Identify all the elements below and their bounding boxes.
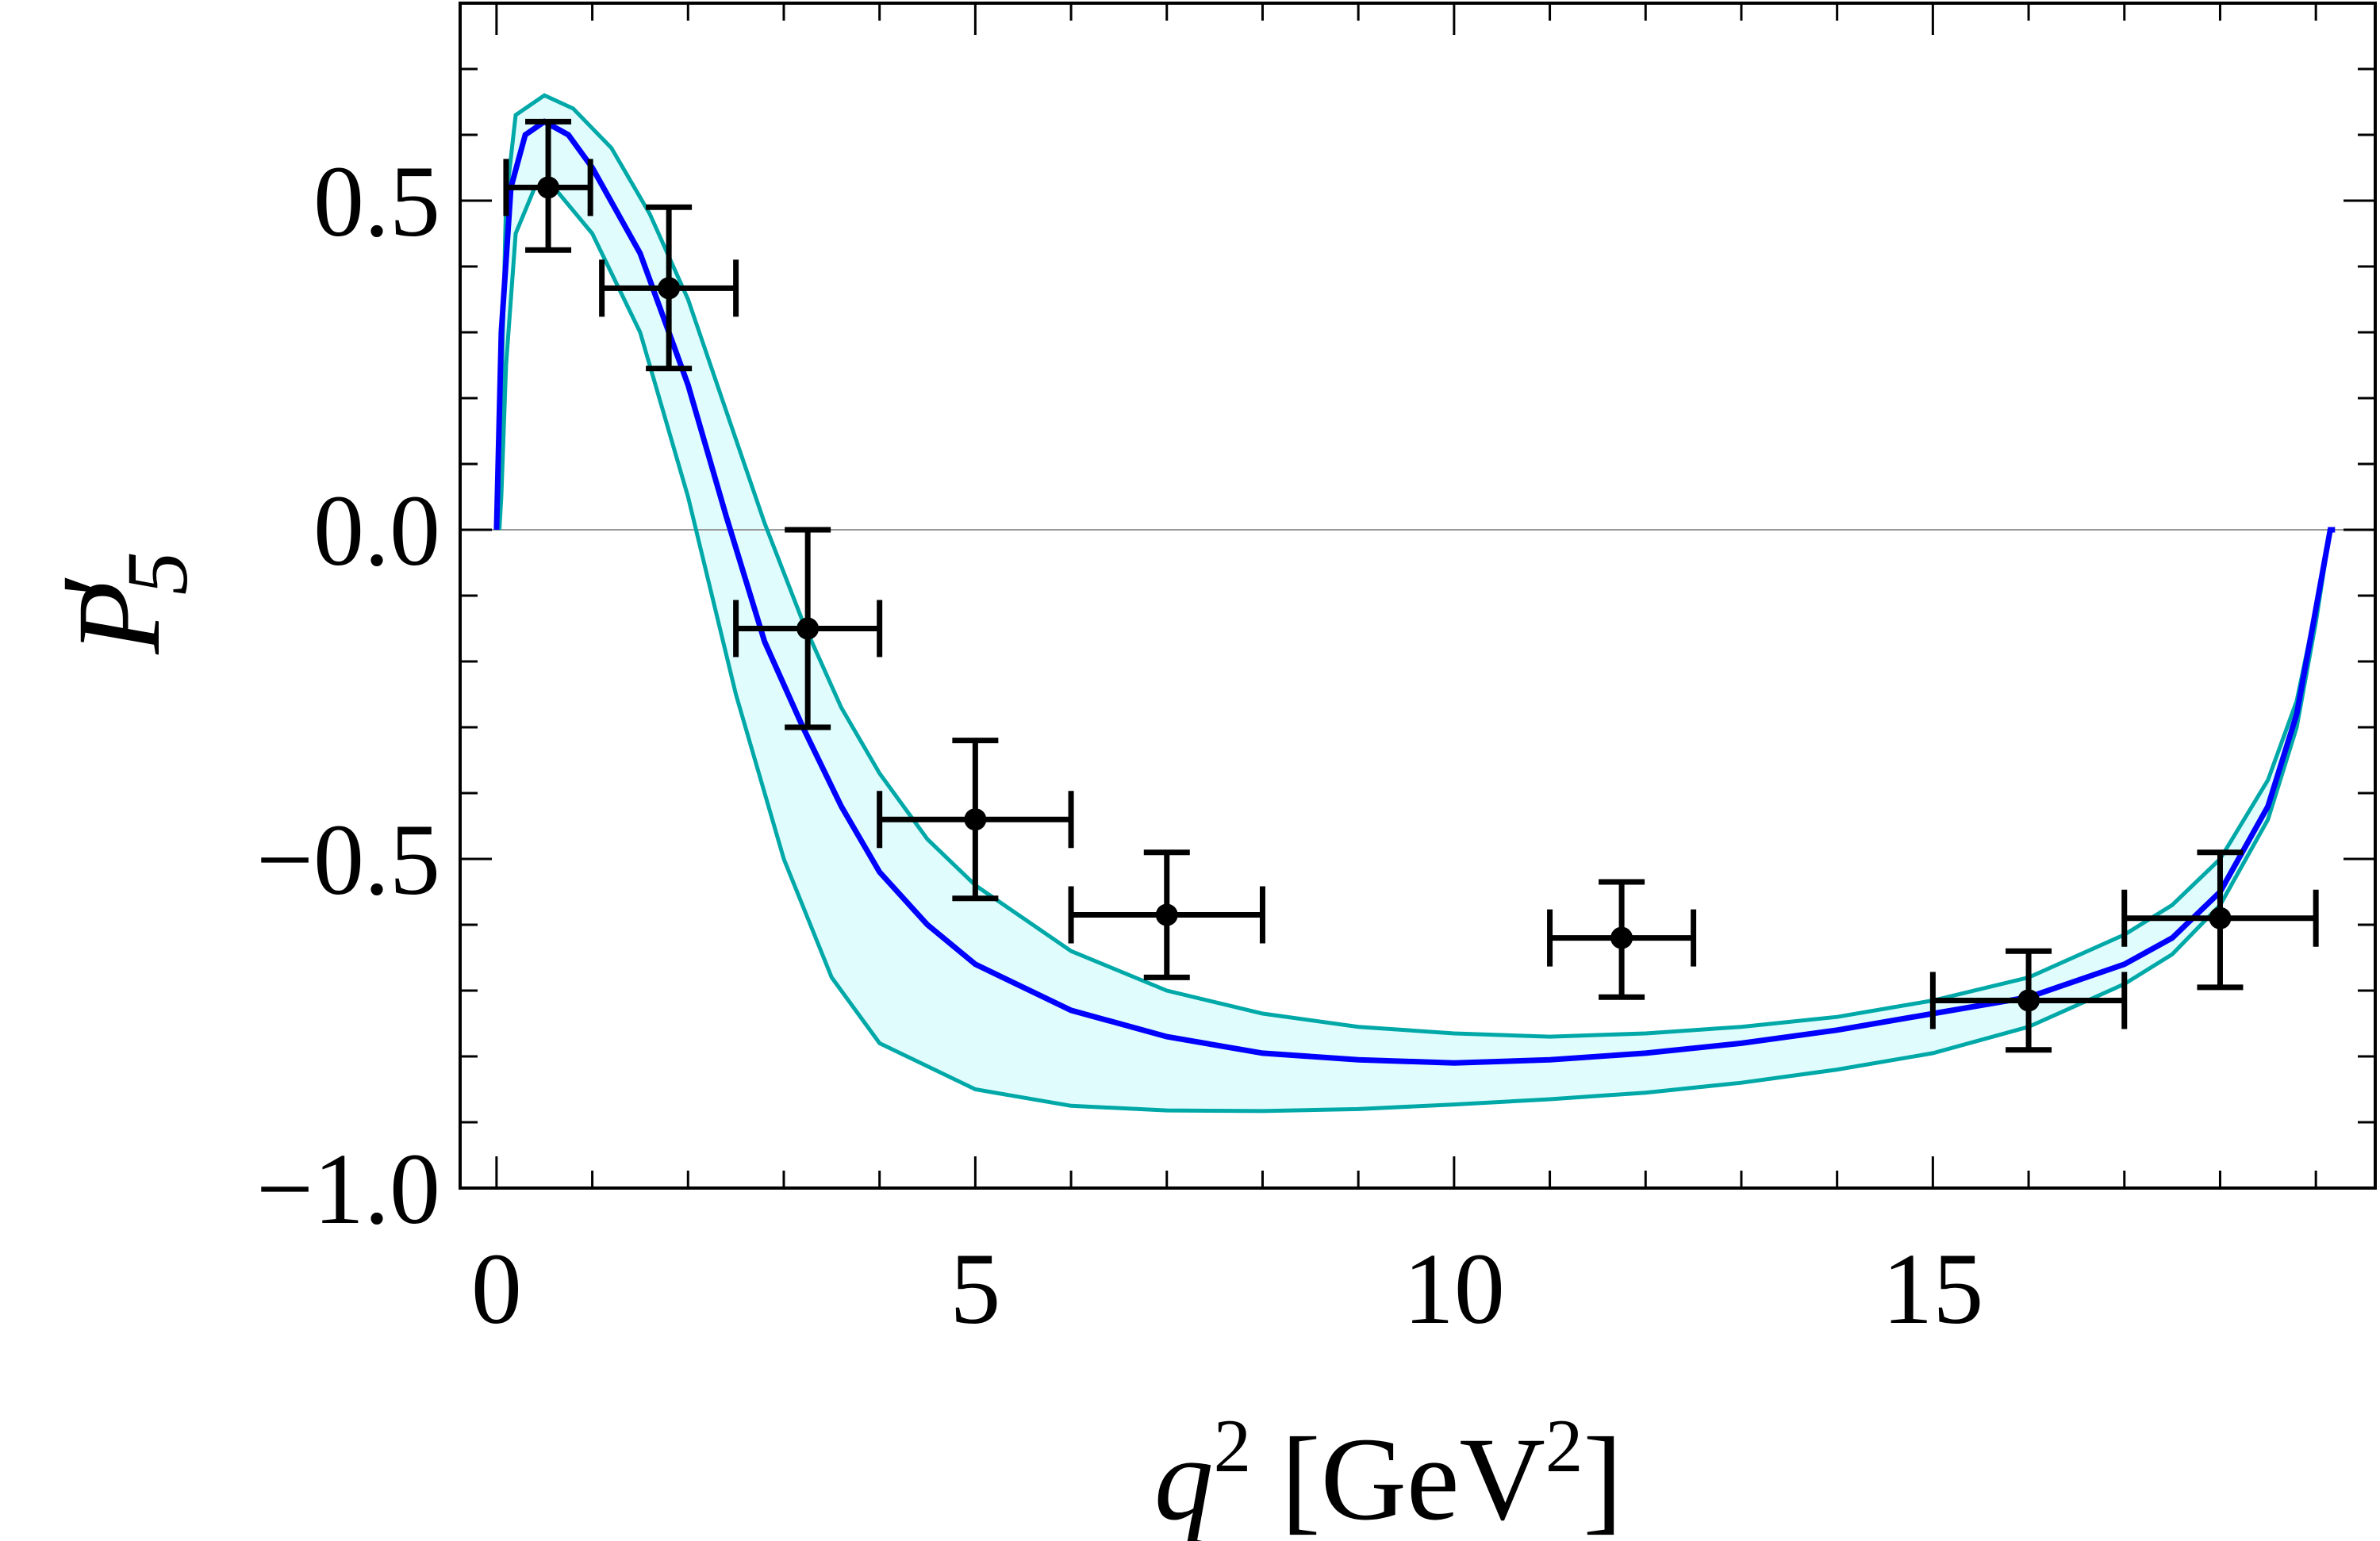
uncertainty-band	[499, 95, 2331, 1111]
data-marker	[2017, 989, 2040, 1012]
axis-ticks	[459, 2, 2377, 1190]
data-marker	[537, 176, 560, 199]
x-tick-label: 15	[1882, 1232, 1983, 1345]
x-tick-label: 0	[471, 1232, 522, 1345]
data-point	[1929, 948, 2128, 1053]
data-point	[599, 204, 739, 372]
data-point	[877, 738, 1074, 902]
y-axis-label: P′5	[37, 551, 205, 654]
band-lower-line	[497, 185, 2332, 1114]
x-tick-label: 5	[950, 1232, 1000, 1345]
data-point	[733, 527, 883, 730]
data-marker	[2209, 907, 2232, 930]
data-point	[1547, 879, 1697, 1000]
central-line	[493, 118, 2336, 1066]
data-marker	[1155, 903, 1178, 926]
y-tick-label: −0.5	[256, 803, 440, 916]
y-tick-label: 0.0	[313, 474, 440, 587]
y-tick-label: −1.0	[256, 1133, 440, 1245]
data-point	[1068, 849, 1265, 980]
plot-area	[460, 93, 2375, 1114]
data-point	[503, 118, 593, 253]
x-axis-label: q2 [GeV2]	[1154, 1404, 1623, 1541]
x-tick-label: 10	[1403, 1232, 1505, 1345]
data-marker	[658, 277, 681, 300]
y-tick-label: 0.5	[313, 145, 440, 258]
data-marker	[964, 808, 987, 831]
data-point	[2121, 849, 2319, 991]
data-marker	[797, 617, 820, 640]
data-marker	[1610, 926, 1633, 949]
tick-labels: 0 5 10 15 0.5 0.0 −0.5 −1.0	[256, 145, 1984, 1345]
